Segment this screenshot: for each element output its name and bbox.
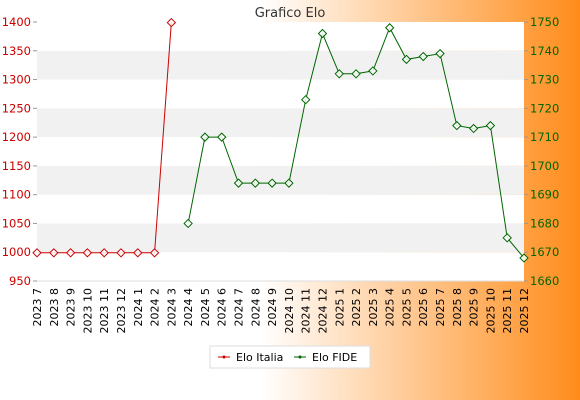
left-axis-tick-label: 1000 [2, 245, 31, 259]
series-point-2 [519, 253, 529, 263]
legend-marker [222, 355, 226, 359]
series-point-2 [384, 23, 395, 33]
series-point-2 [351, 69, 361, 79]
series-point-2 [284, 178, 294, 188]
series-point-2 [435, 48, 445, 59]
series-point-2 [250, 178, 261, 188]
series-point-1 [32, 248, 42, 258]
right-axis-tick-label: 1690 [530, 188, 559, 202]
plot-band [37, 252, 524, 281]
series-point-2 [267, 178, 277, 188]
x-axis-tick-label: 2023 10 [81, 288, 94, 334]
x-axis-tick-label: 2024 6 [216, 288, 229, 327]
right-axis-tick-label: 1680 [530, 216, 559, 230]
x-axis-tick-label: 2025 7 [434, 288, 447, 327]
series-point-2 [317, 28, 328, 39]
right-axis-tick-label: 1720 [530, 101, 559, 115]
x-axis-tick-label: 2024 7 [233, 288, 246, 327]
legend: Elo Italia Elo FIDE [209, 345, 371, 369]
left-axis-tick-label: 1350 [2, 44, 31, 58]
x-axis-tick-label: 2025 8 [451, 288, 464, 327]
x-axis-tick-label: 2024 10 [283, 288, 296, 334]
plot-band [37, 223, 524, 253]
x-axis-tick-label: 2025 11 [501, 288, 514, 334]
series-point-1 [99, 248, 109, 258]
x-axis-tick-label: 2024 9 [266, 288, 279, 327]
plot-band [37, 79, 524, 109]
series-point-1 [116, 248, 126, 258]
series-point-2 [502, 233, 512, 243]
x-axis-tick-label: 2025 9 [468, 288, 481, 327]
x-axis-tick-label: 2023 8 [48, 288, 61, 327]
legend-label: Elo Italia [236, 351, 283, 364]
x-axis-tick-label: 2025 2 [350, 288, 363, 327]
x-axis-tick-label: 2024 12 [316, 288, 329, 334]
x-axis-tick-label: 2025 4 [384, 288, 397, 327]
series-point-1 [65, 248, 76, 258]
x-axis-tick-label: 2024 11 [300, 288, 313, 334]
series-point-1 [82, 248, 93, 258]
series-point-1 [49, 248, 59, 258]
series-point-2 [217, 132, 227, 142]
left-axis-tick-label: 1250 [2, 101, 31, 115]
series-point-2 [418, 51, 428, 62]
x-axis-tick-label: 2025 6 [417, 288, 430, 327]
series-point-2 [183, 218, 193, 229]
plot-band [37, 137, 524, 166]
plot-band [37, 165, 524, 195]
series-point-2 [200, 132, 210, 142]
right-axis-tick-label: 1660 [530, 274, 559, 288]
x-axis-tick-label: 2025 1 [333, 288, 346, 327]
x-axis-tick-label: 2025 12 [518, 288, 531, 334]
left-axis-tick-label: 1100 [2, 188, 31, 202]
right-axis-tick-label: 1700 [530, 159, 559, 173]
right-axis-tick-label: 1740 [530, 44, 559, 58]
x-axis-tick-label: 2024 4 [182, 288, 195, 327]
x-axis-tick-label: 2023 11 [98, 288, 111, 334]
left-axis-tick-label: 1150 [2, 159, 31, 173]
series-point-1 [166, 17, 177, 28]
series-point-2 [468, 123, 479, 134]
x-axis-tick-label: 2023 9 [65, 288, 78, 327]
legend-marker [298, 355, 302, 359]
left-axis-tick-label: 1200 [2, 130, 31, 144]
x-axis-tick-label: 2023 12 [115, 288, 128, 334]
right-axis-tick-label: 1710 [530, 130, 559, 144]
x-axis-tick-label: 2024 3 [165, 288, 178, 327]
chart-title: Grafico Elo [255, 6, 326, 21]
legend-label: Elo FIDE [312, 351, 357, 364]
series-point-1 [149, 248, 160, 258]
right-axis-tick-label: 1730 [530, 73, 559, 87]
plot-band [37, 22, 524, 51]
left-axis-tick-label: 950 [9, 274, 31, 288]
x-axis-tick-label: 2025 5 [400, 288, 413, 327]
series-point-2 [485, 120, 496, 131]
x-axis-tick-label: 2024 2 [149, 288, 162, 327]
left-axis-tick-label: 1300 [2, 73, 31, 87]
series-point-2 [334, 69, 344, 79]
plot-band [37, 50, 524, 80]
x-axis-tick-label: 2024 1 [132, 288, 145, 327]
series-point-1 [133, 248, 143, 258]
series-point-2 [300, 94, 311, 105]
x-axis-tick-label: 2024 8 [249, 288, 262, 327]
series-point-2 [401, 54, 412, 65]
x-axis-tick-label: 2025 3 [367, 288, 380, 327]
legend-box [209, 345, 371, 369]
right-axis-tick-label: 1670 [530, 245, 559, 259]
right-axis-tick-label: 1750 [530, 15, 559, 29]
plot-band [37, 194, 524, 224]
x-axis-tick-label: 2024 5 [199, 288, 212, 327]
plot-band [37, 108, 524, 138]
x-axis-tick-label: 2025 10 [484, 288, 497, 334]
series-point-2 [233, 178, 244, 188]
left-axis-tick-label: 1050 [2, 216, 31, 230]
left-axis-tick-label: 1400 [2, 15, 31, 29]
x-axis-tick-label: 2023 7 [31, 288, 44, 327]
series-point-2 [452, 120, 462, 131]
series-point-2 [368, 66, 378, 76]
